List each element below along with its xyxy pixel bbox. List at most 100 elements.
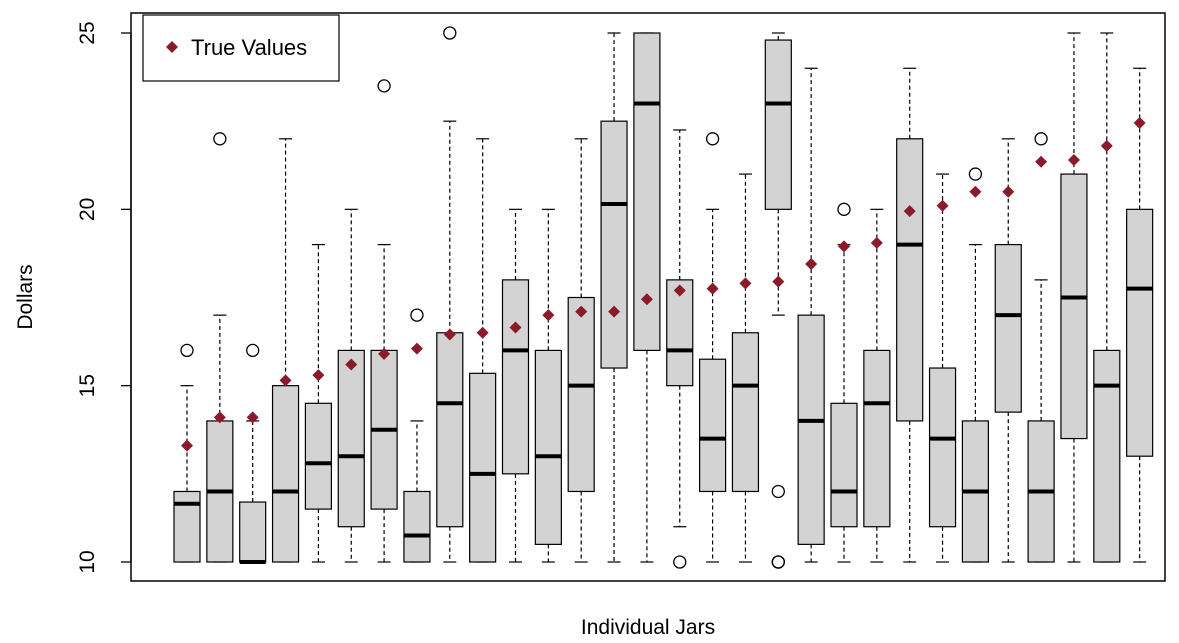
jar-box xyxy=(239,343,267,564)
jar-box xyxy=(337,208,365,563)
jar-box xyxy=(1126,67,1154,563)
box-iqr xyxy=(863,349,891,528)
true-value-marker xyxy=(1100,139,1113,152)
jar-box xyxy=(206,132,234,563)
box-iqr xyxy=(1060,173,1088,440)
y-tick-label: 15 xyxy=(76,374,99,397)
true-value-marker xyxy=(246,411,259,424)
true-value-marker xyxy=(378,347,391,360)
box-iqr xyxy=(928,367,957,528)
box-iqr xyxy=(534,349,562,545)
true-value-marker xyxy=(739,277,752,290)
jar-box xyxy=(1027,132,1055,563)
jar-box xyxy=(863,208,891,563)
jar-box xyxy=(403,308,431,563)
jar-box xyxy=(173,343,201,563)
true-value-marker xyxy=(1035,155,1048,168)
box-iqr xyxy=(731,332,760,493)
true-value-marker xyxy=(870,236,883,249)
jar-box xyxy=(764,32,792,569)
jar-box xyxy=(698,132,727,563)
jar-box xyxy=(600,32,628,563)
y-axis: 10 15 20 25 xyxy=(76,21,132,574)
legend-label: True Values xyxy=(191,35,307,60)
legend: True Values xyxy=(142,14,340,82)
box-iqr xyxy=(666,279,694,387)
box-iqr xyxy=(764,39,792,210)
jar-box xyxy=(994,138,1022,563)
outlier-point xyxy=(443,26,457,40)
jar-box xyxy=(797,67,825,563)
true-value-marker xyxy=(476,326,489,339)
box-iqr xyxy=(797,314,825,545)
jar-box xyxy=(304,244,332,563)
true-value-marker xyxy=(279,374,292,387)
true-value-marker xyxy=(772,275,785,288)
box-iqr xyxy=(600,120,628,369)
legend-true-value-marker xyxy=(166,41,178,53)
jar-box xyxy=(896,67,924,563)
box-iqr xyxy=(469,372,497,563)
true-value-marker xyxy=(1002,185,1015,198)
true-value-marker xyxy=(542,309,555,322)
outlier-point xyxy=(705,132,720,146)
jar-box xyxy=(534,208,562,563)
box-iqr xyxy=(896,138,924,422)
jar-box xyxy=(370,79,398,563)
jar-box xyxy=(1060,32,1088,563)
jar-box xyxy=(731,173,760,563)
box-iqr xyxy=(271,385,300,563)
y-tick-label: 20 xyxy=(76,198,99,221)
box-iqr xyxy=(1093,349,1121,563)
true-value-marker xyxy=(640,293,653,306)
true-value-marker xyxy=(903,205,916,218)
box-iqr xyxy=(830,402,858,528)
true-value-marker xyxy=(443,328,456,341)
true-value-marker xyxy=(410,342,423,355)
true-value-marker xyxy=(608,305,621,318)
outlier-point xyxy=(410,308,424,322)
box-iqr xyxy=(436,332,464,528)
jar-box xyxy=(633,32,661,563)
y-tick-label: 10 xyxy=(76,550,99,573)
outlier-point xyxy=(837,202,851,216)
outlier-point xyxy=(377,79,391,93)
jar-box xyxy=(469,138,497,563)
true-value-marker xyxy=(345,358,358,371)
true-value-marker xyxy=(706,282,719,295)
true-value-marker xyxy=(936,199,949,212)
box-iqr xyxy=(304,402,332,510)
box-iqr xyxy=(567,296,595,493)
box-iqr xyxy=(994,244,1022,413)
true-value-marker xyxy=(805,257,818,270)
y-axis-label: Dollars xyxy=(14,264,37,329)
boxes-layer xyxy=(173,26,1154,569)
jar-box xyxy=(501,208,530,563)
jar-box xyxy=(271,138,300,563)
jar-box xyxy=(666,129,694,569)
outlier-point xyxy=(771,484,785,499)
jar-box xyxy=(436,26,464,563)
outlier-point xyxy=(673,555,687,569)
outlier-point xyxy=(1034,132,1048,146)
box-iqr xyxy=(1126,208,1154,457)
true-value-marker xyxy=(181,439,193,452)
jar-box xyxy=(1093,32,1121,563)
true-value-marker xyxy=(1067,153,1080,166)
box-iqr xyxy=(501,279,530,475)
outlier-point xyxy=(180,343,194,358)
jar-box xyxy=(830,202,858,563)
true-value-marker xyxy=(673,284,686,297)
jar-box xyxy=(928,173,957,563)
jar-box xyxy=(961,167,990,563)
true-value-marker xyxy=(509,321,522,334)
outlier-point xyxy=(213,132,227,146)
outlier-point xyxy=(771,555,785,569)
outlier-point xyxy=(246,343,260,358)
true-value-marker xyxy=(213,411,226,424)
jar-box xyxy=(567,138,595,563)
box-iqr xyxy=(698,358,727,493)
x-axis-label: Individual Jars xyxy=(581,616,715,639)
true-value-marker xyxy=(838,240,850,253)
